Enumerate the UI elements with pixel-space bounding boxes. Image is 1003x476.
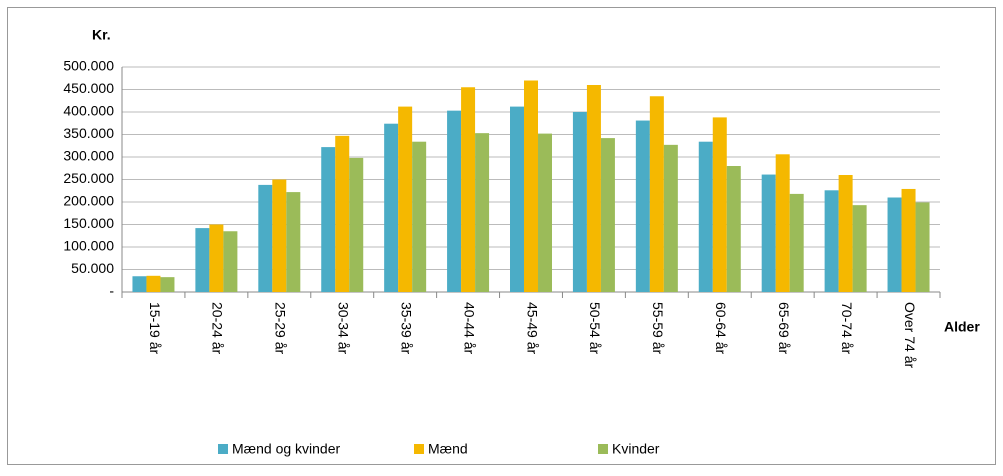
bar <box>789 193 804 292</box>
bar <box>887 197 902 292</box>
bar <box>649 96 664 292</box>
legend-swatch <box>598 444 608 454</box>
bar <box>726 166 741 292</box>
y-tick-label: 50.000 <box>71 260 114 276</box>
bar <box>286 192 301 292</box>
legend-swatch <box>218 444 228 454</box>
bar <box>901 188 916 292</box>
bar <box>209 224 224 292</box>
bar <box>538 133 552 292</box>
bar <box>384 123 399 292</box>
bar <box>775 154 790 292</box>
bar <box>146 275 161 292</box>
bar <box>524 80 538 292</box>
bar <box>838 175 853 292</box>
bar <box>349 157 364 292</box>
bar <box>195 228 210 292</box>
x-tick-label: 45-49 år <box>524 302 540 354</box>
x-tick-label: 55-59 år <box>650 302 666 354</box>
x-tick-label: 70-74 år <box>839 302 855 354</box>
x-tick-label: 60-64 år <box>713 302 729 354</box>
bar <box>663 144 678 292</box>
x-axis-label: Alder <box>944 319 980 335</box>
bar <box>160 277 175 292</box>
x-tick-label: 15-19 år <box>147 302 163 354</box>
bar <box>461 87 476 292</box>
x-tick-label: 40-44 år <box>461 302 477 354</box>
x-tick-label: 50-54 år <box>587 302 603 354</box>
bar <box>761 174 776 292</box>
y-tick-label: 300.000 <box>63 148 114 164</box>
y-tick-label: 350.000 <box>63 125 114 141</box>
y-tick-label: 450.000 <box>63 80 114 96</box>
y-tick-label: 250.000 <box>63 170 114 186</box>
bar <box>510 106 524 292</box>
bar <box>335 135 350 292</box>
legend-label: Mænd og kvinder <box>232 441 341 457</box>
bar <box>824 190 839 292</box>
bar <box>272 179 287 292</box>
bar <box>223 231 238 292</box>
bar <box>412 141 427 292</box>
bar <box>447 110 462 293</box>
y-tick-label: 400.000 <box>63 103 114 119</box>
x-tick-label: 35-39 år <box>398 302 414 354</box>
bar <box>600 138 615 292</box>
legend-label: Kvinder <box>612 441 660 457</box>
bar <box>321 147 336 292</box>
bar <box>258 184 273 292</box>
y-tick-label: 200.000 <box>63 193 114 209</box>
bar <box>572 112 587 292</box>
x-tick-label: 20-24 år <box>210 302 226 354</box>
y-tick-label: 500.000 <box>63 58 114 74</box>
x-tick-label: 30-34 år <box>336 302 352 354</box>
bar <box>635 120 650 292</box>
legend-swatch <box>414 444 424 454</box>
bar <box>712 117 727 293</box>
y-tick-label: 100.000 <box>63 238 114 254</box>
bar <box>915 202 930 292</box>
bar <box>475 133 490 292</box>
bar <box>698 141 713 292</box>
bar <box>586 85 601 292</box>
legend-label: Mænd <box>428 441 468 457</box>
x-tick-label: 25-29 år <box>273 302 289 354</box>
y-axis-label: Kr. <box>92 27 111 43</box>
bar <box>852 205 867 292</box>
bar <box>398 106 413 292</box>
y-tick-label: - <box>109 283 114 299</box>
y-tick-label: 150.000 <box>63 215 114 231</box>
x-tick-label: 65-69 år <box>776 302 792 354</box>
x-tick-label: Over 74 år <box>902 302 918 368</box>
bar <box>132 276 147 292</box>
